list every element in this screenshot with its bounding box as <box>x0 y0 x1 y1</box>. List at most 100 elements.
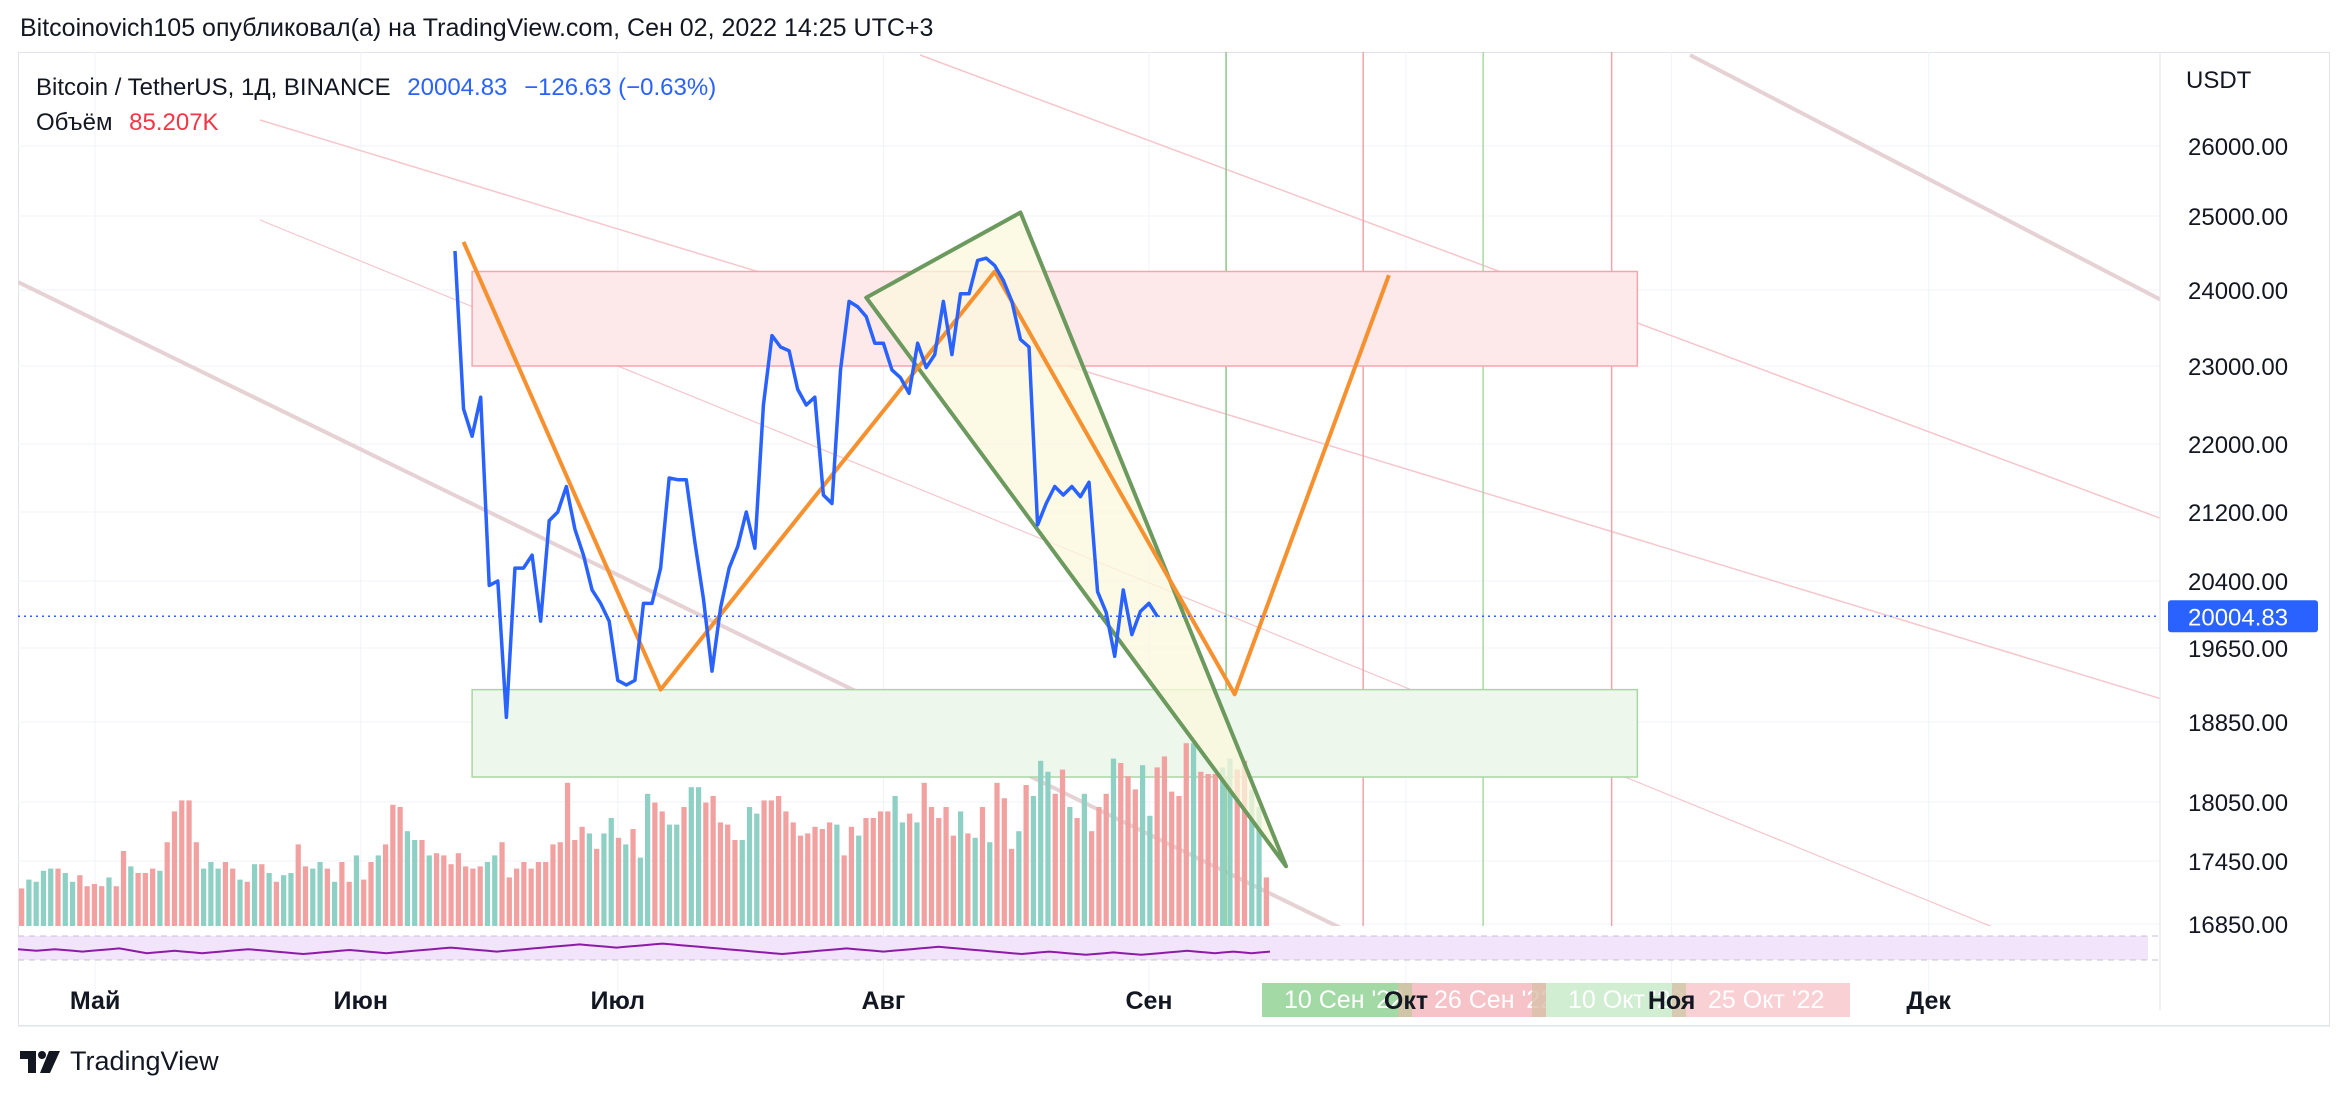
price-axis-tick-label: 18850.00 <box>2188 710 2288 737</box>
volume-bar <box>550 844 556 926</box>
volume-bar <box>171 811 178 926</box>
volume-bar <box>557 842 563 926</box>
volume-bar <box>302 866 309 926</box>
volume-bar <box>1139 765 1146 926</box>
time-zone-band <box>1262 983 1412 1017</box>
volume-bar <box>179 800 185 926</box>
publish-header: Bitcoinovich105 опубликовал(а) на Tradin… <box>20 14 934 42</box>
legend-price: 20004.83 <box>407 74 508 101</box>
volume-bar <box>856 835 862 926</box>
volume-bar <box>797 835 804 926</box>
volume-bar <box>972 837 978 926</box>
volume-bar <box>965 833 971 926</box>
volume-bar <box>1125 776 1131 926</box>
tradingview-brand[interactable]: TradingView <box>20 1046 219 1077</box>
volume-bar <box>1038 760 1044 926</box>
time-axis-tick-label: Сен <box>1125 987 1172 1015</box>
time-zone-band <box>1686 983 1850 1017</box>
trendline-thin <box>259 119 2160 700</box>
volume-bar <box>208 862 214 926</box>
triangle-pattern <box>864 210 1289 869</box>
volume-bar <box>128 866 134 926</box>
volume-bar <box>1045 771 1051 926</box>
volume-bar <box>666 824 673 926</box>
volume-bar <box>659 811 665 926</box>
legend-symbol[interactable]: Bitcoin / TetherUS, 1Д, BINANCE <box>36 74 391 101</box>
volume-bar <box>1169 791 1175 926</box>
projected-pattern-path <box>461 241 1391 697</box>
volume-bar <box>1016 831 1022 926</box>
volume-bar <box>521 862 527 926</box>
volume-bar <box>455 853 461 926</box>
volume-bar <box>1023 785 1029 926</box>
legend-change: −126.63 (−0.63%) <box>524 74 717 101</box>
time-zone-band <box>1546 983 1686 1017</box>
volume-bar <box>848 826 855 926</box>
volume-bar <box>761 800 767 926</box>
volume-bar <box>1052 793 1058 926</box>
volume-bar <box>776 796 782 926</box>
volume-bar <box>120 851 127 926</box>
volume-bar <box>703 802 709 926</box>
price-axis-tick-label: 26000.00 <box>2188 134 2288 161</box>
volume-bar <box>317 862 323 926</box>
volume-bar <box>958 811 964 926</box>
volume-bar <box>244 881 250 926</box>
volume-bar <box>834 824 840 926</box>
volume-bar <box>324 868 330 926</box>
volume-bar <box>1190 743 1197 926</box>
volume-bar <box>477 866 483 926</box>
volume-bar <box>55 868 61 926</box>
volume-bar <box>943 807 949 926</box>
volume-bar <box>1154 767 1160 926</box>
volume-bar <box>397 807 403 926</box>
time-axis-tick-label: Дек <box>1906 987 1951 1015</box>
volume-bar <box>746 807 753 926</box>
volume-bar <box>535 862 542 926</box>
time-zone-label: 25 Окт '22 <box>1708 986 1824 1014</box>
volume-bar <box>950 835 956 926</box>
time-axis-tick-label: Авг <box>861 987 905 1015</box>
volume-bar <box>33 881 39 926</box>
legend-volume-label[interactable]: Объём <box>36 109 113 136</box>
volume-bar <box>99 886 105 926</box>
volume-bar <box>375 855 381 926</box>
volume-bar <box>361 879 367 926</box>
support-zone <box>471 688 1639 778</box>
volume-bar <box>790 822 796 926</box>
volume-bar <box>281 875 287 926</box>
volume-bar <box>1241 760 1248 926</box>
current-price-badge <box>2168 600 2318 633</box>
volume-bar <box>528 868 534 926</box>
volume-bar <box>48 868 54 926</box>
time-axis-tick-label: Июн <box>334 987 388 1015</box>
time-axis-tick-label: Июл <box>590 987 645 1015</box>
volume-bar <box>826 822 833 926</box>
volume-bar <box>637 857 643 926</box>
volume-bar <box>725 824 731 926</box>
volume-bar <box>630 829 636 926</box>
volume-bar <box>346 881 352 926</box>
volume-bar <box>513 868 520 926</box>
volume-bar <box>1096 807 1102 926</box>
volume-bar <box>1030 796 1037 926</box>
time-zone-band <box>1412 983 1546 1017</box>
volume-bar <box>448 864 454 926</box>
price-axis-tick-label: 24000.00 <box>2188 278 2288 305</box>
volume-bar <box>1132 789 1138 926</box>
time-axis-tick-label: Ноя <box>1648 987 1696 1015</box>
volume-bar <box>368 862 374 926</box>
trendline-major <box>18 280 1342 926</box>
price-axis-tick-label: 25000.00 <box>2188 204 2288 231</box>
volume-bar <box>193 842 199 926</box>
volume-bar <box>77 875 83 926</box>
volume-bar <box>26 879 32 926</box>
volume-bar <box>645 793 651 926</box>
volume-bar <box>19 888 25 926</box>
volume-bar <box>142 873 148 926</box>
volume-bar <box>768 800 774 926</box>
volume-bar <box>695 787 702 926</box>
time-axis-tick-label: Окт <box>1384 987 1428 1015</box>
volume-bar <box>404 831 411 926</box>
